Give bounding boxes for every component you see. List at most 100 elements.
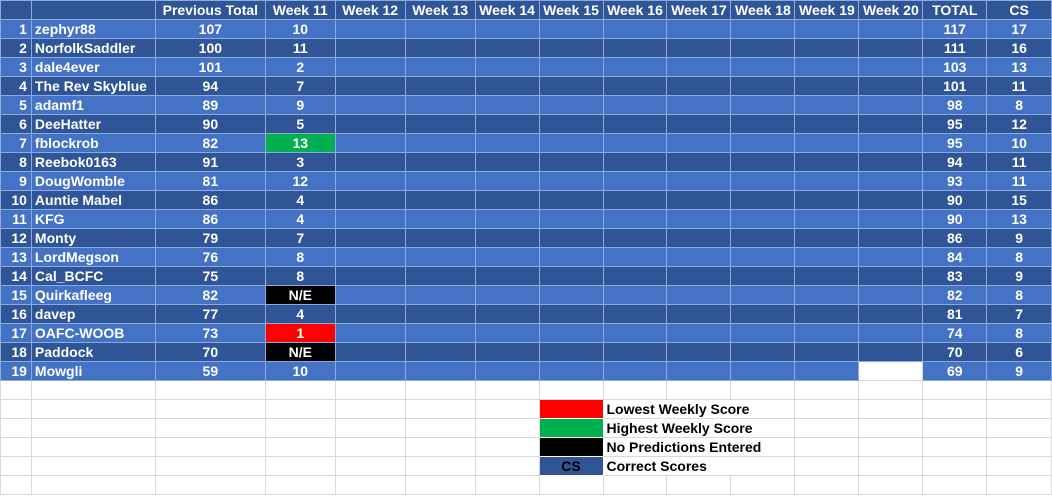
week-19-cell[interactable]	[794, 342, 860, 362]
empty-cell[interactable]	[334, 437, 406, 457]
rank-cell[interactable]: 5	[0, 95, 32, 115]
week-18-cell[interactable]	[730, 152, 796, 172]
empty-cell[interactable]	[922, 456, 988, 476]
week-14-cell[interactable]	[474, 304, 540, 324]
total-cell[interactable]: 84	[922, 247, 988, 267]
week-19-cell[interactable]	[794, 152, 860, 172]
week-11-cell[interactable]: 5	[264, 114, 336, 134]
empty-cell[interactable]	[922, 475, 988, 495]
week-12-cell[interactable]	[334, 266, 406, 286]
week-11-cell[interactable]: 8	[264, 247, 336, 267]
week-14-cell[interactable]	[474, 38, 540, 58]
week-20-cell[interactable]	[858, 171, 924, 191]
week-12-cell[interactable]	[334, 38, 406, 58]
header-cell[interactable]: Week 12	[334, 0, 406, 20]
week-14-cell[interactable]	[474, 76, 540, 96]
rank-cell[interactable]: 17	[0, 323, 32, 343]
total-cell[interactable]: 83	[922, 266, 988, 286]
week-17-cell[interactable]	[666, 361, 732, 381]
empty-cell[interactable]	[334, 418, 406, 438]
week-12-cell[interactable]	[334, 285, 406, 305]
header-cell[interactable]: CS	[986, 0, 1052, 20]
empty-cell[interactable]	[404, 380, 476, 400]
empty-cell[interactable]	[30, 399, 156, 419]
week-16-cell[interactable]	[602, 38, 668, 58]
empty-cell[interactable]	[264, 418, 336, 438]
player-name-cell[interactable]: adamf1	[30, 95, 156, 115]
empty-cell[interactable]	[794, 380, 860, 400]
week-12-cell[interactable]	[334, 209, 406, 229]
week-13-cell[interactable]	[404, 114, 476, 134]
week-19-cell[interactable]	[794, 95, 860, 115]
week-16-cell[interactable]	[602, 247, 668, 267]
week-13-cell[interactable]	[404, 323, 476, 343]
week-16-cell[interactable]	[602, 323, 668, 343]
empty-cell[interactable]	[0, 399, 32, 419]
week-11-cell[interactable]: 9	[264, 95, 336, 115]
empty-cell[interactable]	[474, 475, 540, 495]
week-18-cell[interactable]	[730, 171, 796, 191]
week-14-cell[interactable]	[474, 228, 540, 248]
week-13-cell[interactable]	[404, 247, 476, 267]
week-18-cell[interactable]	[730, 114, 796, 134]
player-name-cell[interactable]: fblockrob	[30, 133, 156, 153]
header-cell[interactable]: Week 20	[858, 0, 924, 20]
week-18-cell[interactable]	[730, 266, 796, 286]
rank-cell[interactable]: 3	[0, 57, 32, 77]
week-14-cell[interactable]	[474, 209, 540, 229]
week-15-cell[interactable]	[538, 95, 604, 115]
empty-cell[interactable]	[0, 418, 32, 438]
week-20-cell[interactable]	[858, 304, 924, 324]
empty-cell[interactable]	[30, 456, 156, 476]
empty-cell[interactable]	[922, 399, 988, 419]
player-name-cell[interactable]: The Rev Skyblue	[30, 76, 156, 96]
header-cell[interactable]: Week 18	[730, 0, 796, 20]
week-19-cell[interactable]	[794, 228, 860, 248]
player-name-cell[interactable]: Paddock	[30, 342, 156, 362]
cs-cell[interactable]: 8	[986, 323, 1052, 343]
week-20-cell[interactable]	[858, 114, 924, 134]
empty-cell[interactable]	[264, 399, 336, 419]
cs-cell[interactable]: 15	[986, 190, 1052, 210]
week-12-cell[interactable]	[334, 152, 406, 172]
previous-total-cell[interactable]: 91	[154, 152, 266, 172]
previous-total-cell[interactable]: 94	[154, 76, 266, 96]
total-cell[interactable]: 90	[922, 190, 988, 210]
empty-cell[interactable]	[474, 456, 540, 476]
player-name-cell[interactable]: OAFC-WOOB	[30, 323, 156, 343]
empty-cell[interactable]	[264, 380, 336, 400]
rank-cell[interactable]: 14	[0, 266, 32, 286]
week-12-cell[interactable]	[334, 342, 406, 362]
cs-cell[interactable]: 11	[986, 152, 1052, 172]
empty-cell[interactable]	[154, 380, 266, 400]
cs-cell[interactable]: 9	[986, 361, 1052, 381]
previous-total-cell[interactable]: 59	[154, 361, 266, 381]
week-15-cell[interactable]	[538, 76, 604, 96]
previous-total-cell[interactable]: 107	[154, 19, 266, 39]
previous-total-cell[interactable]: 81	[154, 171, 266, 191]
player-name-cell[interactable]: DougWomble	[30, 171, 156, 191]
empty-cell[interactable]	[986, 399, 1052, 419]
week-14-cell[interactable]	[474, 361, 540, 381]
week-18-cell[interactable]	[730, 361, 796, 381]
week-17-cell[interactable]	[666, 57, 732, 77]
week-16-cell[interactable]	[602, 342, 668, 362]
week-15-cell[interactable]	[538, 114, 604, 134]
header-cell[interactable]: Previous Total	[154, 0, 266, 20]
rank-cell[interactable]: 9	[0, 171, 32, 191]
previous-total-cell[interactable]: 86	[154, 190, 266, 210]
empty-cell[interactable]	[264, 456, 336, 476]
week-11-cell[interactable]: 13	[264, 133, 336, 153]
week-13-cell[interactable]	[404, 285, 476, 305]
week-14-cell[interactable]	[474, 152, 540, 172]
week-11-cell[interactable]: 1	[264, 323, 336, 343]
week-20-cell[interactable]	[858, 342, 924, 362]
week-20-cell[interactable]	[858, 228, 924, 248]
rank-cell[interactable]: 12	[0, 228, 32, 248]
week-18-cell[interactable]	[730, 38, 796, 58]
header-cell[interactable]: TOTAL	[922, 0, 988, 20]
player-name-cell[interactable]: Cal_BCFC	[30, 266, 156, 286]
week-15-cell[interactable]	[538, 361, 604, 381]
week-15-cell[interactable]	[538, 323, 604, 343]
week-20-cell[interactable]	[858, 190, 924, 210]
